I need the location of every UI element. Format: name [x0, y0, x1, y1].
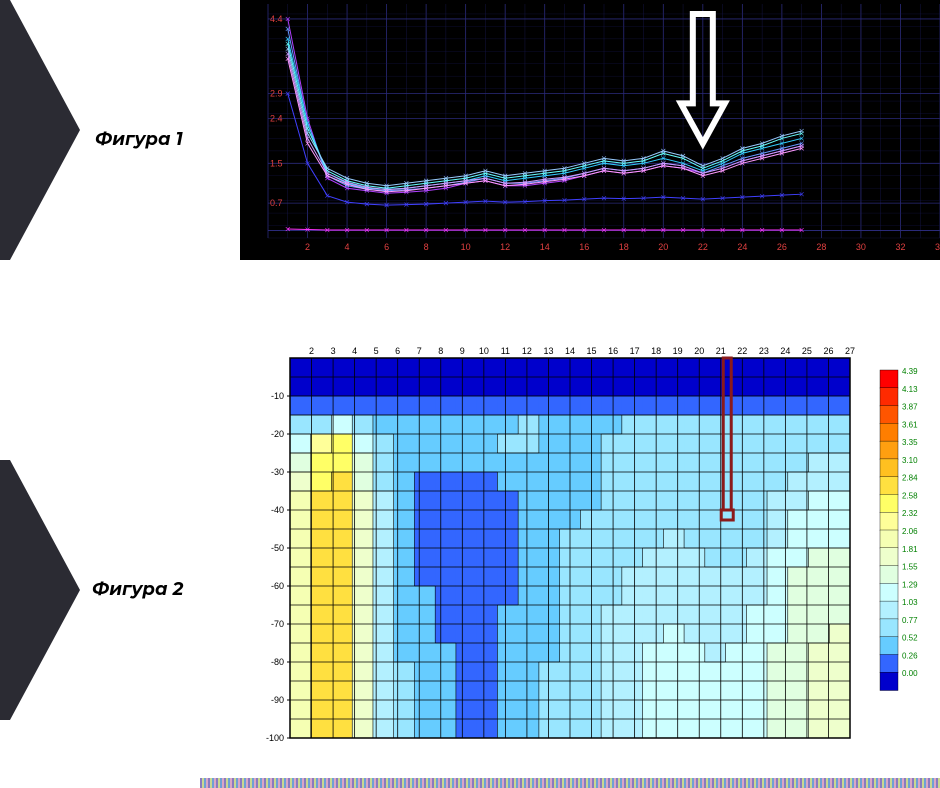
chevron-poly: [0, 460, 80, 720]
svg-text:0.7: 0.7: [270, 198, 283, 208]
svg-text:1.55: 1.55: [902, 563, 918, 572]
svg-text:10: 10: [479, 346, 489, 356]
svg-text:-10: -10: [271, 391, 284, 401]
svg-text:24: 24: [737, 242, 747, 252]
svg-text:1.29: 1.29: [902, 580, 918, 589]
svg-text:-90: -90: [271, 695, 284, 705]
svg-text:16: 16: [608, 346, 618, 356]
svg-text:0.26: 0.26: [902, 651, 918, 660]
svg-text:-20: -20: [271, 429, 284, 439]
svg-text:24: 24: [780, 346, 790, 356]
chevron-poly: [0, 0, 80, 260]
svg-text:4.39: 4.39: [902, 367, 918, 376]
svg-text:-40: -40: [271, 505, 284, 515]
svg-text:2.58: 2.58: [902, 491, 918, 500]
figure-1-label: Фигура 1: [95, 128, 183, 150]
svg-text:2: 2: [305, 242, 310, 252]
svg-text:30: 30: [856, 242, 866, 252]
svg-text:2.84: 2.84: [902, 474, 918, 483]
chevron-shape-2: [0, 460, 90, 720]
svg-text:8: 8: [438, 346, 443, 356]
svg-text:25: 25: [802, 346, 812, 356]
svg-text:4: 4: [345, 242, 350, 252]
svg-text:26: 26: [823, 346, 833, 356]
svg-text:27: 27: [845, 346, 855, 356]
svg-text:-100: -100: [266, 733, 284, 743]
svg-text:4.13: 4.13: [902, 385, 918, 394]
svg-text:18: 18: [651, 346, 661, 356]
svg-text:14: 14: [565, 346, 575, 356]
chart-2-heatmap: 2345678910111213141516171819202122232425…: [240, 340, 940, 760]
svg-text:5: 5: [374, 346, 379, 356]
noise-strip: [200, 778, 940, 788]
svg-text:0.00: 0.00: [902, 669, 918, 678]
svg-text:7: 7: [417, 346, 422, 356]
svg-text:1.81: 1.81: [902, 545, 918, 554]
svg-text:11: 11: [501, 346, 510, 356]
svg-text:4.4: 4.4: [270, 14, 283, 24]
svg-text:19: 19: [673, 346, 683, 356]
svg-text:2: 2: [309, 346, 314, 356]
svg-text:-60: -60: [271, 581, 284, 591]
svg-text:1.03: 1.03: [902, 598, 918, 607]
svg-text:14: 14: [540, 242, 550, 252]
svg-text:20: 20: [694, 346, 704, 356]
svg-text:0.52: 0.52: [902, 634, 918, 643]
svg-text:3: 3: [331, 346, 336, 356]
svg-text:32: 32: [895, 242, 905, 252]
svg-text:10: 10: [461, 242, 471, 252]
svg-text:0.77: 0.77: [902, 616, 918, 625]
svg-text:2.32: 2.32: [902, 509, 918, 518]
svg-text:6: 6: [384, 242, 389, 252]
svg-text:28: 28: [816, 242, 826, 252]
svg-text:20: 20: [658, 242, 668, 252]
svg-text:13: 13: [543, 346, 553, 356]
svg-text:26: 26: [777, 242, 787, 252]
svg-text:21: 21: [716, 346, 726, 356]
svg-text:3.61: 3.61: [902, 420, 918, 429]
svg-text:22: 22: [698, 242, 708, 252]
svg-text:18: 18: [619, 242, 629, 252]
svg-text:34: 34: [935, 242, 940, 252]
chevron-shape-1: [0, 0, 90, 260]
svg-text:8: 8: [424, 242, 429, 252]
svg-text:23: 23: [759, 346, 769, 356]
svg-text:12: 12: [522, 346, 532, 356]
svg-text:9: 9: [460, 346, 465, 356]
svg-text:3.87: 3.87: [902, 403, 918, 412]
svg-text:17: 17: [630, 346, 640, 356]
svg-text:1.5: 1.5: [270, 158, 283, 168]
svg-text:16: 16: [579, 242, 589, 252]
svg-text:3.10: 3.10: [902, 456, 918, 465]
svg-text:-70: -70: [271, 619, 284, 629]
svg-text:2.9: 2.9: [270, 89, 283, 99]
svg-text:6: 6: [395, 346, 400, 356]
svg-text:15: 15: [587, 346, 597, 356]
svg-text:3.35: 3.35: [902, 438, 918, 447]
svg-text:-30: -30: [271, 467, 284, 477]
svg-text:-50: -50: [271, 543, 284, 553]
chart-1-line: 0.71.52.42.94.42468101214161820222426283…: [240, 0, 940, 260]
svg-text:4: 4: [352, 346, 357, 356]
svg-text:2.4: 2.4: [270, 114, 283, 124]
svg-text:12: 12: [500, 242, 510, 252]
figure-2-label: Фигура 2: [92, 578, 183, 600]
svg-text:2.06: 2.06: [902, 527, 918, 536]
svg-text:22: 22: [737, 346, 747, 356]
svg-text:-80: -80: [271, 657, 284, 667]
